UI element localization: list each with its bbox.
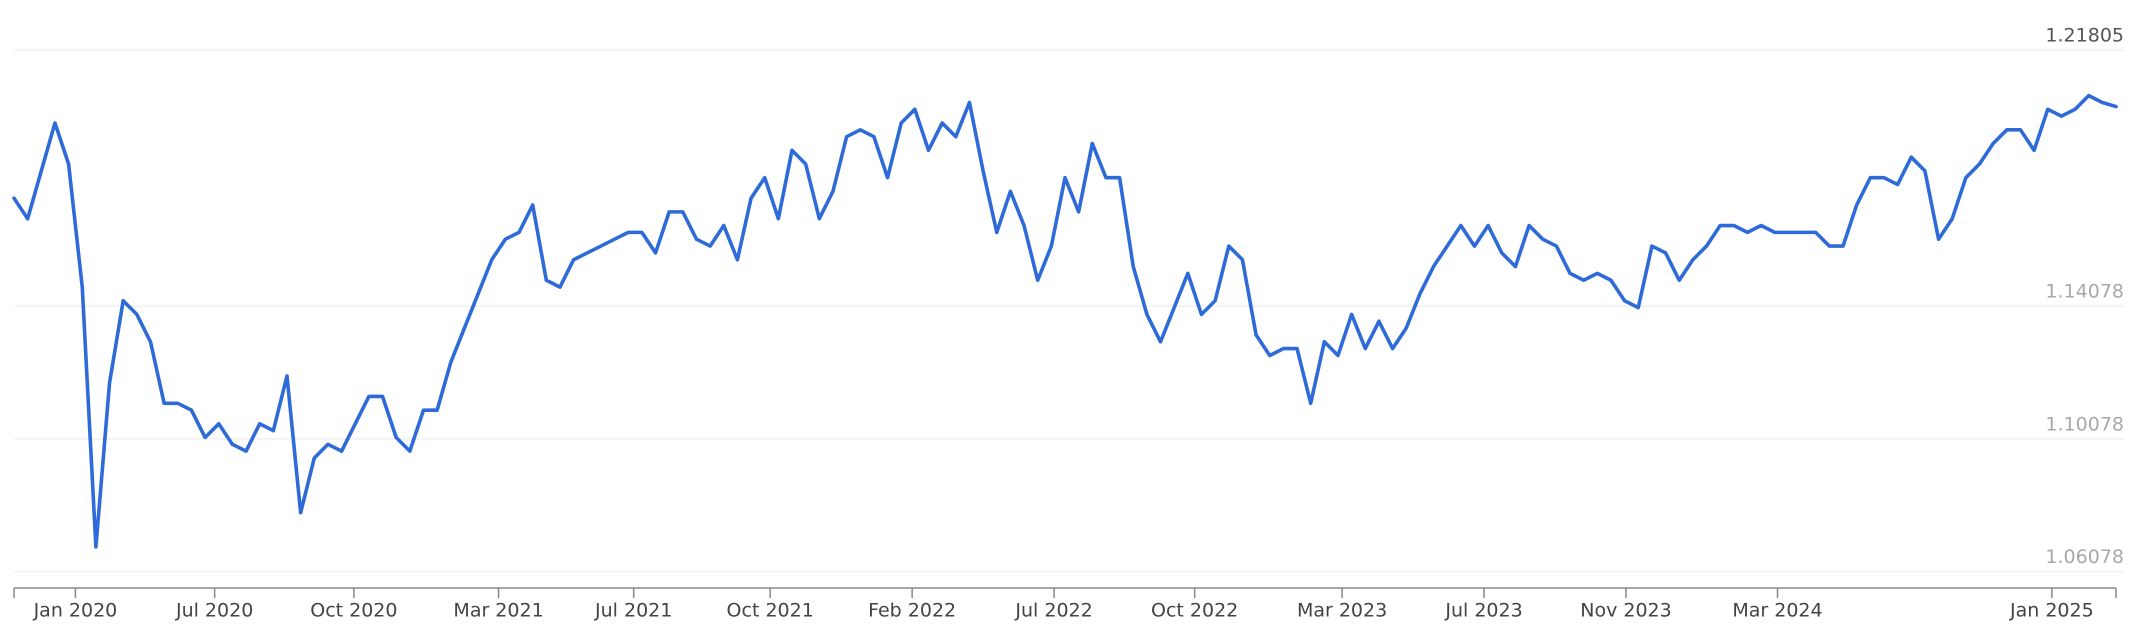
x-tick-label: Jul 2020: [175, 600, 253, 622]
x-tick-label: Oct 2020: [310, 600, 397, 622]
x-tick-label: Feb 2022: [868, 600, 956, 622]
x-tick-label: Oct 2021: [727, 600, 814, 622]
x-axis: [13, 587, 2117, 598]
plot-area: [12, 93, 2118, 549]
x-tick-label: Jul 2022: [1014, 600, 1092, 622]
x-tick-label: Oct 2022: [1151, 600, 1238, 622]
x-tick-label: Mar 2023: [1297, 600, 1387, 622]
x-tick-label: Jul 2023: [1444, 600, 1522, 622]
y-tick-label: 1.10078: [2045, 413, 2124, 435]
x-tick-label: Mar 2021: [453, 600, 543, 622]
y-tick-label: 1.14078: [2045, 281, 2124, 303]
y-tick-label: 1.06078: [2045, 546, 2124, 568]
x-tick-label: Jan 2020: [33, 600, 118, 622]
y-tick-label: 1.21805: [2045, 25, 2124, 47]
grid: [14, 49, 2124, 573]
line-series: [12, 93, 2118, 549]
x-tick-label: Jan 2025: [2009, 600, 2094, 622]
x-tick-label: Mar 2024: [1732, 600, 1822, 622]
x-tick-label: Nov 2023: [1580, 600, 1671, 622]
x-tick-label: Jul 2021: [594, 600, 672, 622]
labels: 1.06078 1.10078 1.14078 1.21805 Jan 2020 Jul …: [33, 25, 2124, 622]
